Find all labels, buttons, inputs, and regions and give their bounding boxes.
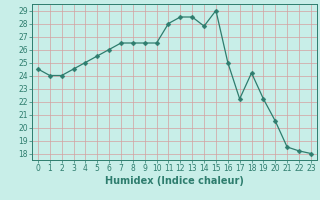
X-axis label: Humidex (Indice chaleur): Humidex (Indice chaleur) <box>105 176 244 186</box>
